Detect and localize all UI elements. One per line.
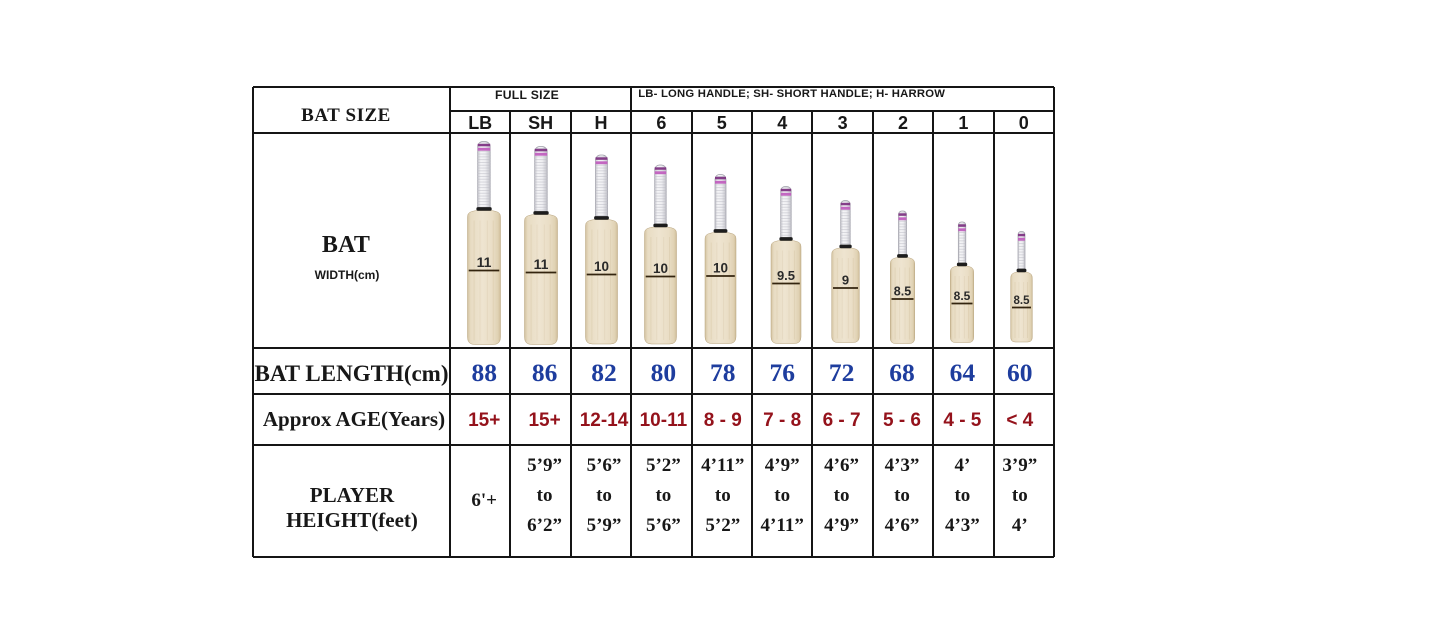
svg-text:9: 9 bbox=[841, 272, 848, 287]
svg-text:8.5: 8.5 bbox=[953, 289, 970, 303]
svg-text:11: 11 bbox=[476, 254, 491, 270]
svg-text:9.5: 9.5 bbox=[776, 268, 794, 283]
svg-text:8.5: 8.5 bbox=[1013, 295, 1030, 307]
svg-text:10: 10 bbox=[593, 259, 608, 274]
svg-text:10: 10 bbox=[712, 260, 727, 275]
svg-text:10: 10 bbox=[652, 261, 667, 276]
svg-text:8.5: 8.5 bbox=[893, 284, 910, 298]
svg-text:11: 11 bbox=[533, 256, 548, 272]
